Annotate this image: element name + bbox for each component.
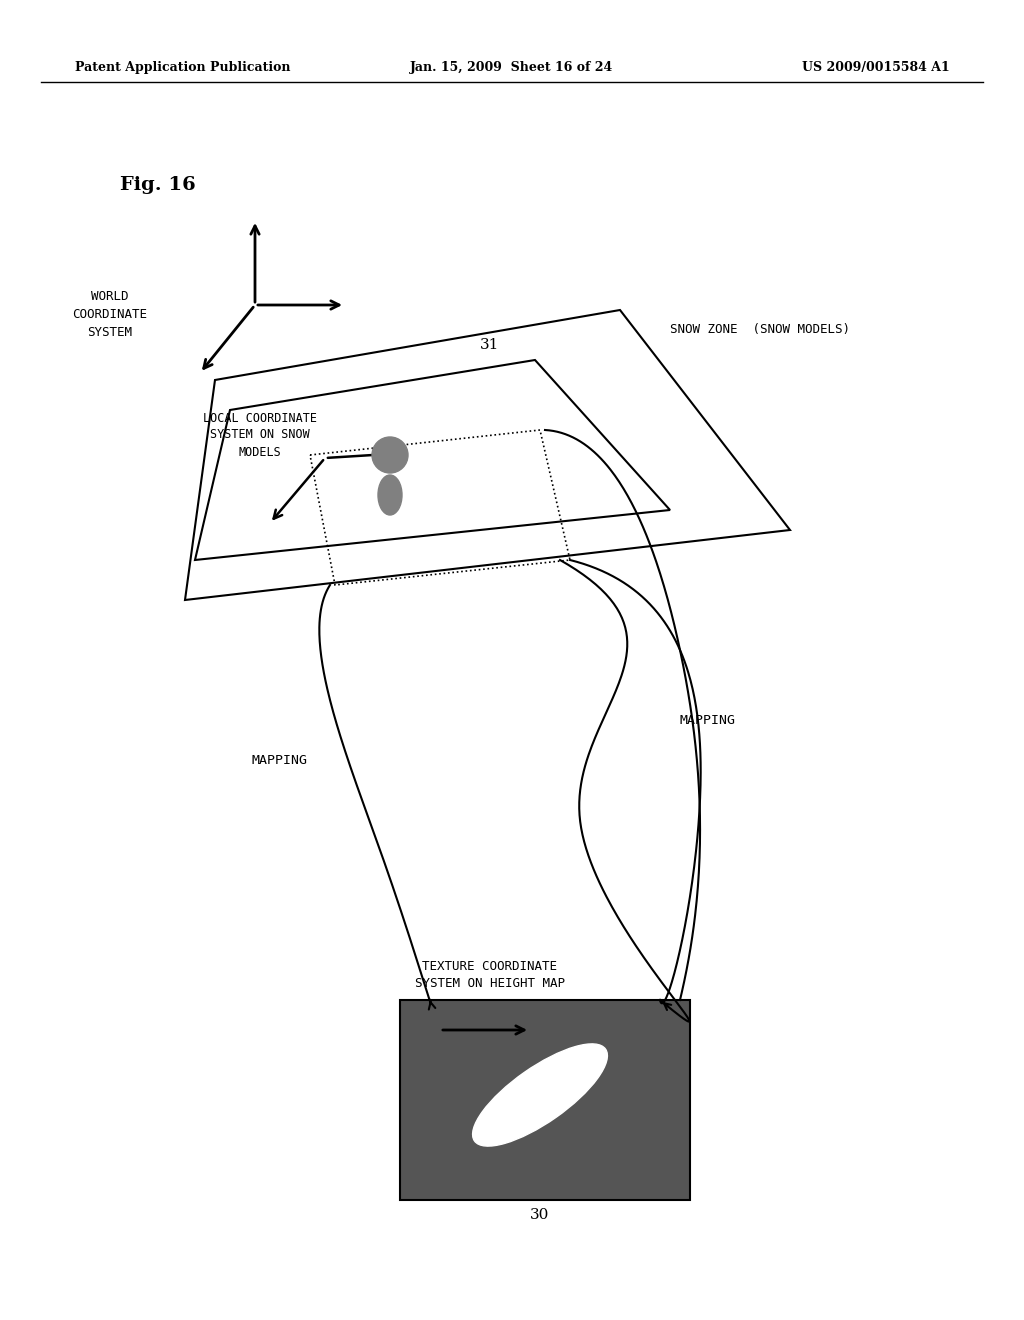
Text: WORLD
COORDINATE
SYSTEM: WORLD COORDINATE SYSTEM xyxy=(73,290,147,339)
Text: US 2009/0015584 A1: US 2009/0015584 A1 xyxy=(802,62,950,74)
Text: MAPPING: MAPPING xyxy=(680,714,736,726)
Text: 31: 31 xyxy=(480,338,500,352)
Text: Patent Application Publication: Patent Application Publication xyxy=(75,62,291,74)
Text: Jan. 15, 2009  Sheet 16 of 24: Jan. 15, 2009 Sheet 16 of 24 xyxy=(411,62,613,74)
Text: TEXTURE COORDINATE
SYSTEM ON HEIGHT MAP: TEXTURE COORDINATE SYSTEM ON HEIGHT MAP xyxy=(415,960,565,990)
Text: LOCAL COORDINATE
SYSTEM ON SNOW
MODELS: LOCAL COORDINATE SYSTEM ON SNOW MODELS xyxy=(203,412,317,458)
Text: MAPPING: MAPPING xyxy=(252,754,308,767)
FancyBboxPatch shape xyxy=(400,1001,690,1200)
Circle shape xyxy=(372,437,408,473)
Ellipse shape xyxy=(473,1044,607,1146)
Text: SNOW ZONE  (SNOW MODELS): SNOW ZONE (SNOW MODELS) xyxy=(670,323,850,337)
Text: 30: 30 xyxy=(530,1208,550,1222)
Text: Fig. 16: Fig. 16 xyxy=(120,176,196,194)
Ellipse shape xyxy=(378,475,402,515)
